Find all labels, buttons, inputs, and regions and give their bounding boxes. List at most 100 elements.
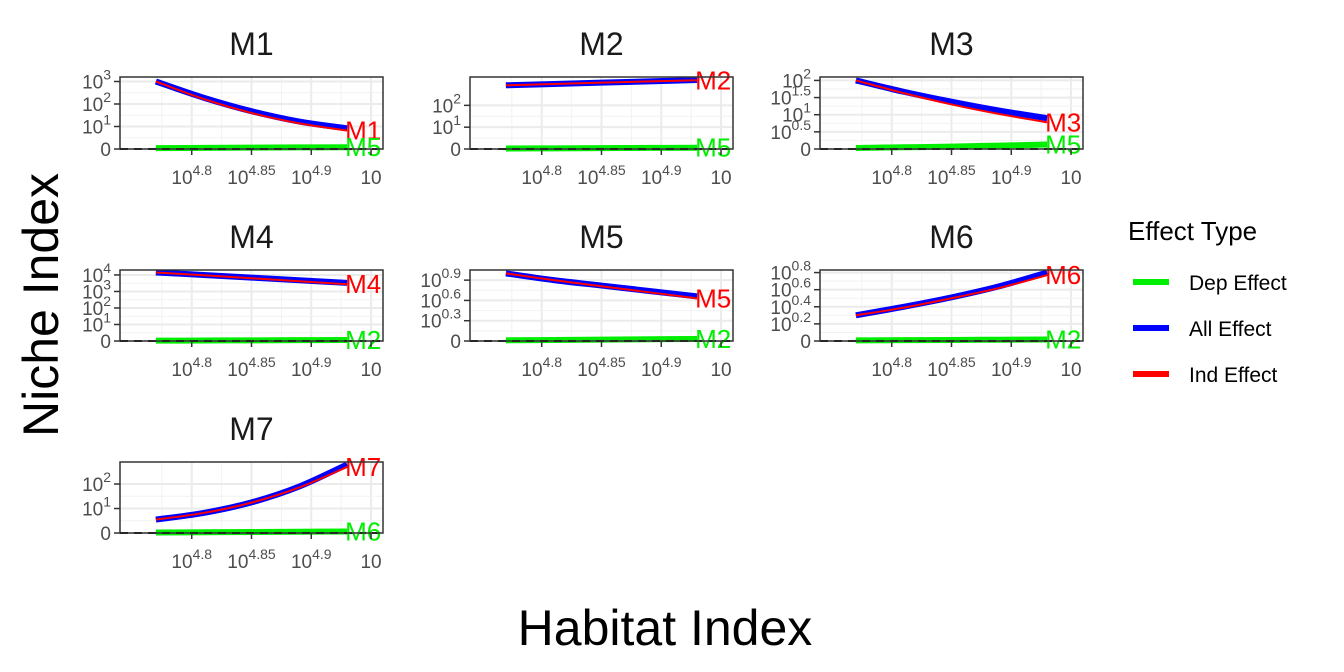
x-tick-label: 104.8: [871, 162, 912, 189]
x-tick-label-exp: 4.85: [598, 162, 625, 178]
x-tick-label-exp: 4.9: [312, 162, 332, 178]
x-tick-label: 10: [1060, 168, 1081, 189]
x-tick-label: 10: [710, 168, 731, 189]
x-tick-label: 10: [360, 168, 381, 189]
y-tick-label: 102: [432, 90, 461, 117]
y-tick-label-exp: 2: [103, 293, 111, 309]
x-tick-label: 104.85: [577, 354, 626, 381]
x-tick-label: 104.9: [991, 162, 1032, 189]
y-tick-label: 103: [82, 67, 111, 94]
y-tick-label-base: 10: [420, 312, 441, 333]
end-label: M2: [345, 325, 381, 355]
panel-title: M5: [579, 219, 623, 255]
end-label: M2: [1045, 324, 1081, 354]
y-tick-label-base: 10: [782, 106, 803, 127]
x-axis-title: Habitat Index: [518, 600, 813, 656]
x-tick-label-exp: 4.9: [1012, 162, 1032, 178]
x-tick-label-exp: 4.85: [948, 162, 975, 178]
panel-title: M3: [929, 26, 973, 62]
x-tick-label-base: 10: [710, 360, 731, 381]
y-tick-label-base: 10: [770, 281, 791, 302]
x-tick-label-base: 10: [291, 360, 312, 381]
x-tick-label: 104.85: [227, 162, 276, 189]
y-tick-label-base: 10: [770, 264, 791, 285]
x-tick-label: 104.9: [991, 354, 1032, 381]
x-tick-label-exp: 4.8: [543, 354, 563, 370]
y-tick-label: 102: [82, 469, 111, 496]
series-line-ind-effect: [505, 272, 698, 300]
x-tick-label-exp: 4.9: [662, 354, 682, 370]
y-tick-label: 0: [800, 140, 811, 161]
y-tick-label: 100.3: [420, 306, 461, 333]
x-tick-label-exp: 4.85: [598, 354, 625, 370]
x-tick-label-exp: 4.9: [312, 546, 332, 562]
panel-title: M1: [229, 26, 273, 62]
y-tick-label: 101.5: [770, 83, 811, 110]
x-tick-label-base: 10: [291, 552, 312, 573]
end-label: M7: [345, 452, 381, 482]
x-tick-label-exp: 4.85: [248, 354, 275, 370]
x-tick-label: 104.9: [291, 546, 332, 573]
y-tick-label: 100.6: [420, 285, 461, 312]
y-tick-label-base: 10: [432, 96, 453, 117]
series-line-dep-effect: [155, 144, 348, 152]
panel-title: M2: [579, 26, 623, 62]
y-tick-label-base: 10: [82, 95, 103, 116]
end-label: M5: [695, 133, 731, 163]
end-label: M1: [345, 116, 381, 146]
y-tick-label-base: 10: [82, 118, 103, 139]
x-tick-label-base: 10: [227, 168, 248, 189]
x-tick-label-base: 10: [1060, 168, 1081, 189]
y-tick-label: 0: [450, 140, 461, 161]
x-tick-label-exp: 4.9: [662, 162, 682, 178]
y-tick-label-exp: 2: [453, 90, 461, 106]
y-tick-label-exp: 3: [103, 67, 111, 83]
y-axis-title: Niche Index: [13, 173, 69, 437]
x-tick-label-base: 10: [291, 168, 312, 189]
y-tick-label: 0: [100, 332, 111, 353]
y-tick-label-exp: 1: [103, 494, 111, 510]
y-tick-label-base: 0: [100, 524, 111, 545]
y-tick-label: 102: [82, 293, 111, 320]
y-tick-label-base: 10: [770, 298, 791, 319]
end-label: M3: [1045, 107, 1081, 137]
legend-label: All Effect: [1189, 318, 1272, 341]
y-tick-label-exp: 1.5: [792, 83, 812, 99]
end-label: M6: [1045, 260, 1081, 290]
y-tick-label-base: 10: [770, 123, 791, 144]
y-tick-label: 103: [82, 276, 111, 303]
end-label: M2: [695, 65, 731, 95]
x-tick-label-exp: 4.9: [312, 354, 332, 370]
x-tick-label: 104.8: [171, 546, 212, 573]
y-tick-label-exp: 1: [453, 112, 461, 128]
series-line-dep-effect: [855, 141, 1048, 151]
x-tick-label-base: 10: [227, 360, 248, 381]
x-tick-label: 104.85: [927, 162, 976, 189]
series-line-ind-effect: [855, 274, 1048, 317]
x-tick-label-base: 10: [360, 552, 381, 573]
y-tick-label-exp: 0.8: [792, 258, 812, 274]
y-tick-label-exp: 0.4: [792, 292, 812, 308]
y-tick-label-exp: 2: [803, 65, 811, 81]
x-tick-label-base: 10: [991, 168, 1012, 189]
y-tick-label-exp: 3: [103, 276, 111, 292]
x-tick-label-exp: 4.85: [948, 354, 975, 370]
y-tick-label: 0: [450, 332, 461, 353]
y-tick-label: 101: [432, 112, 461, 139]
y-tick-label: 101: [82, 112, 111, 139]
x-tick-label-base: 10: [871, 360, 892, 381]
y-tick-label-exp: 0.6: [442, 285, 462, 301]
x-tick-label: 10: [710, 360, 731, 381]
y-tick-label: 100.8: [770, 258, 811, 285]
series-line-ind-effect: [155, 271, 348, 286]
x-tick-label-base: 10: [577, 168, 598, 189]
y-tick-label: 100.2: [770, 309, 811, 336]
x-tick-label-base: 10: [171, 360, 192, 381]
x-tick-label-exp: 4.8: [893, 354, 913, 370]
